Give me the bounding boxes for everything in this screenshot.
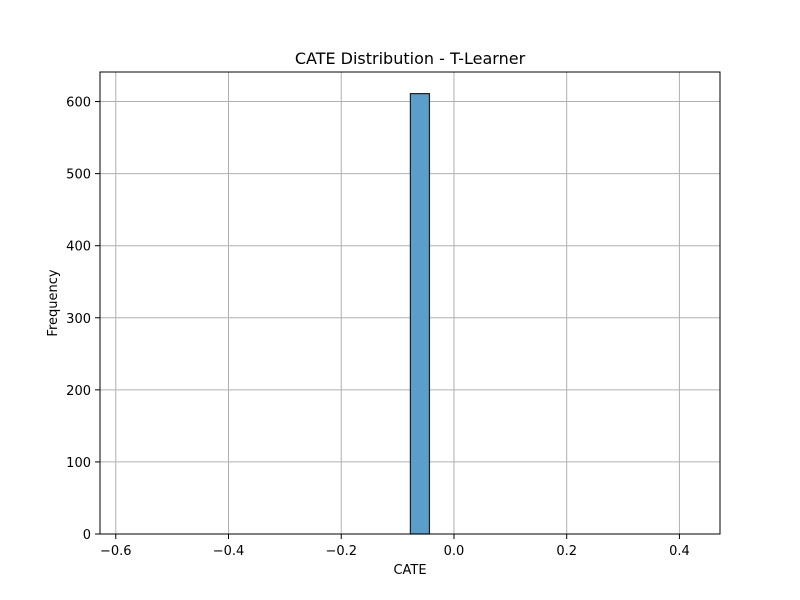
y-tick-label: 0 [83,528,91,543]
histogram-bar [409,93,431,535]
x-tick-label: 0.2 [556,544,577,559]
y-tick-label: 300 [66,312,91,327]
y-tick-label: 500 [66,168,91,183]
x-tick-label: −0.6 [100,544,132,559]
x-axis-label: CATE [393,563,426,578]
y-axis-ticks: 0 100 200 300 400 500 600 [66,96,100,543]
x-tick-label: −0.4 [213,544,245,559]
x-tick-label: 0.0 [444,544,465,559]
x-axis-ticks: −0.6 −0.4 −0.2 0.0 0.2 0.4 [100,534,690,559]
y-tick-label: 400 [66,240,91,255]
chart-title: CATE Distribution - T-Learner [295,49,526,68]
x-tick-label: −0.2 [325,544,357,559]
y-tick-label: 600 [66,96,91,111]
y-tick-label: 100 [66,456,91,471]
axes-frame [99,71,721,535]
y-axis-label: Frequency [46,269,61,336]
x-tick-label: 0.4 [669,544,690,559]
y-tick-label: 200 [66,384,91,399]
histogram-bars [409,93,431,535]
